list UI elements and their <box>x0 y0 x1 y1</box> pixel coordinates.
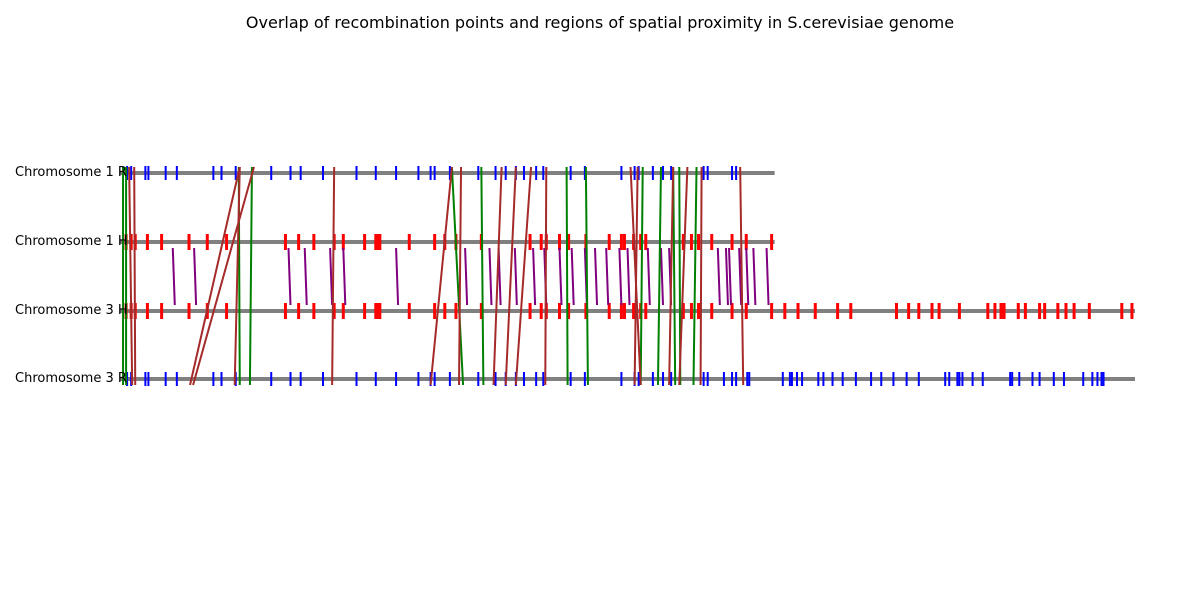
proximity-segment <box>329 247 334 306</box>
link-line-brown <box>192 166 255 386</box>
proximity-segment <box>193 247 198 306</box>
link-line-brown <box>514 166 533 386</box>
link-line-green <box>584 166 589 386</box>
chromosome-label-c1r: Chromosome 1 R <box>15 165 127 180</box>
proximity-segment <box>513 247 518 306</box>
link-line-green <box>692 166 698 386</box>
proximity-segment <box>765 247 770 306</box>
proximity-segment <box>594 247 599 306</box>
proximity-segment <box>728 247 732 306</box>
link-line-brown <box>544 166 548 386</box>
link-line-brown <box>458 166 463 386</box>
chromosome-label-c1h: Chromosome 1 H <box>15 234 128 249</box>
proximity-segment <box>618 247 623 306</box>
link-line-brown <box>133 166 137 386</box>
link-line-brown <box>678 166 689 386</box>
link-line-green <box>480 166 485 386</box>
link-line-brown <box>128 166 134 386</box>
link-line-brown <box>429 166 453 386</box>
proximity-segment <box>488 247 493 306</box>
proximity-segment <box>626 247 631 306</box>
proximity-segment <box>171 247 176 306</box>
link-line-green <box>672 166 677 386</box>
proximity-segment <box>605 247 610 306</box>
link-line-brown <box>633 166 639 386</box>
link-line-green <box>450 166 465 386</box>
proximity-segment <box>659 247 664 306</box>
proximity-segment <box>287 247 292 306</box>
proximity-segment <box>752 247 757 306</box>
link-line-green <box>248 166 253 386</box>
proximity-segment <box>738 247 743 306</box>
link-line-green <box>656 166 662 386</box>
link-line-brown <box>233 166 241 386</box>
proximity-segment <box>395 247 400 306</box>
link-line-brown <box>739 166 745 386</box>
proximity-segment <box>342 247 347 306</box>
proximity-segment <box>570 247 575 306</box>
figure-title: Overlap of recombination points and regi… <box>245 13 955 32</box>
link-line-green <box>565 166 569 386</box>
proximity-segment <box>646 247 651 306</box>
link-line-brown <box>699 166 703 386</box>
link-line-brown <box>189 166 241 386</box>
link-line-brown <box>504 166 517 386</box>
link-line-brown <box>668 166 675 386</box>
proximity-segment <box>303 247 308 306</box>
proximity-segment <box>724 247 729 306</box>
proximity-segment <box>745 247 750 306</box>
link-line-brown <box>492 166 503 386</box>
link-line-brown <box>331 166 336 386</box>
chromosome-label-c3r: Chromosome 3 R <box>15 371 127 386</box>
chromosome-label-c3h: Chromosome 3 H <box>15 303 128 318</box>
link-line-green <box>639 166 644 386</box>
proximity-segment <box>464 247 469 306</box>
proximity-segment <box>716 247 721 306</box>
proximity-segment <box>558 247 563 306</box>
proximity-segment <box>532 247 537 306</box>
